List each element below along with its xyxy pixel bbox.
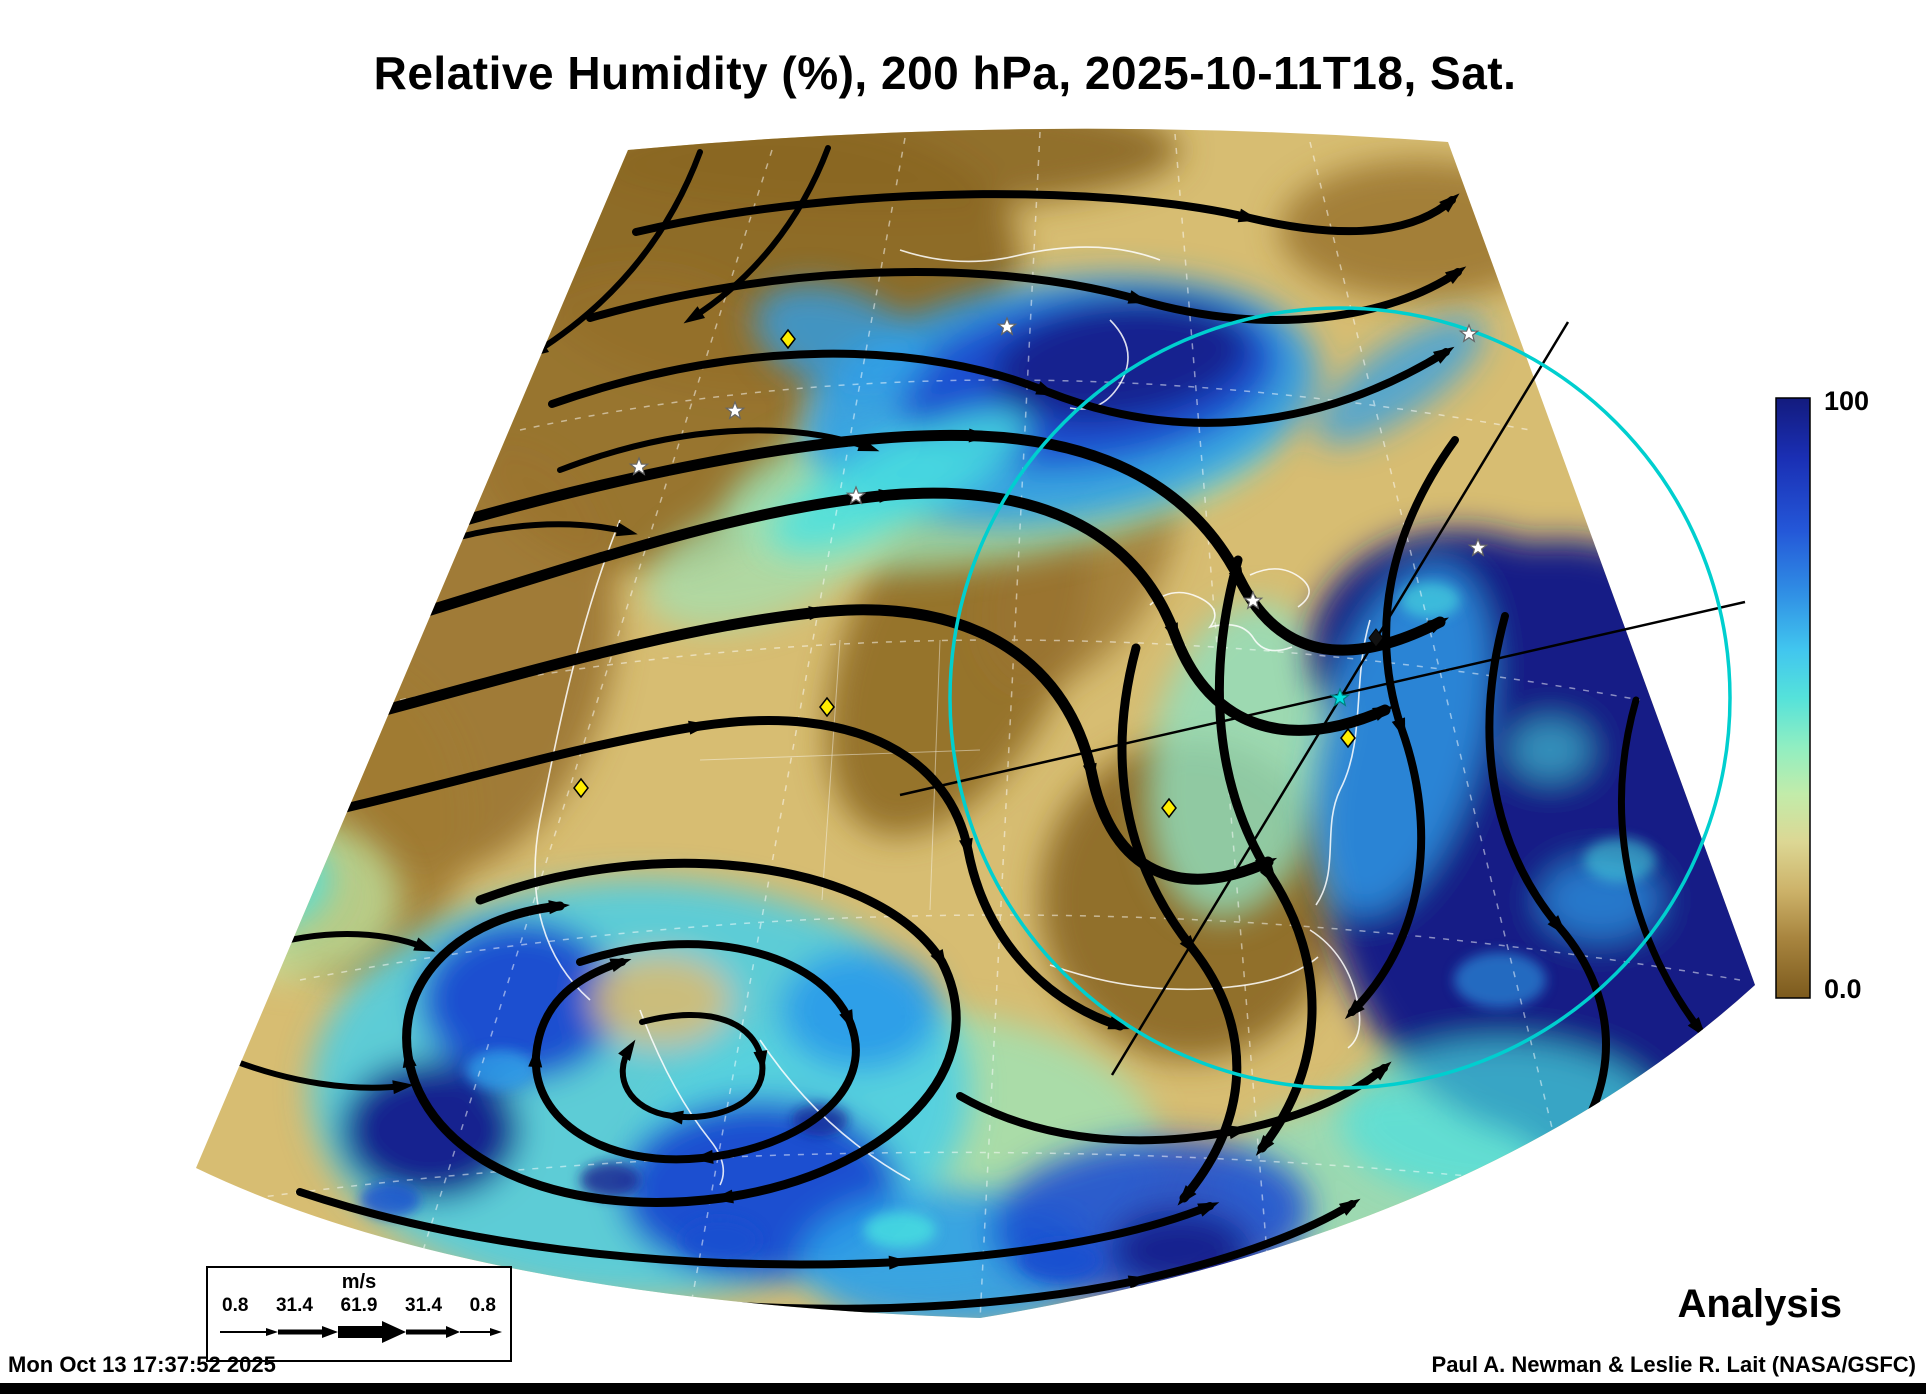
analysis-mode-label: Analysis [1677,1282,1842,1326]
bottom-black-bar [0,1383,1926,1394]
wind-legend-values: 0.8 31.4 61.9 31.4 0.8 [208,1294,510,1317]
colorbar-min-label: 0.0 [1824,974,1862,1004]
wind-streamlines [229,145,1707,1313]
wind-legend-value: 31.4 [405,1295,443,1316]
white-star-markers [628,316,1489,610]
range-circle [948,306,1732,1090]
wind-legend-value: 31.4 [275,1295,313,1316]
cyan-star-center-marker [1329,687,1351,707]
author-credit: Paul A. Newman & Leslie R. Lait (NASA/GS… [1431,1352,1916,1377]
page-title: Relative Humidity (%), 200 hPa, 2025-10-… [373,47,1517,99]
site-markers [573,316,1489,819]
colorbar [1775,397,1811,999]
wind-legend-value: 0.8 [222,1295,249,1316]
humidity-field [196,128,1755,1319]
wind-speed-legend: m/s 0.8 31.4 61.9 31.4 0.8 [206,1266,512,1362]
generation-timestamp: Mon Oct 13 17:37:52 2025 [8,1352,276,1377]
black-diamond-marker [1368,628,1384,648]
wind-legend-value: 0.8 [469,1295,496,1316]
wind-arrow-scale-icon [220,1321,502,1343]
yellow-diamond-markers [573,328,1356,819]
wind-legend-value: 61.9 [340,1295,378,1316]
colorbar-max-label: 100 [1824,386,1870,416]
wind-legend-units: m/s [341,1271,377,1293]
